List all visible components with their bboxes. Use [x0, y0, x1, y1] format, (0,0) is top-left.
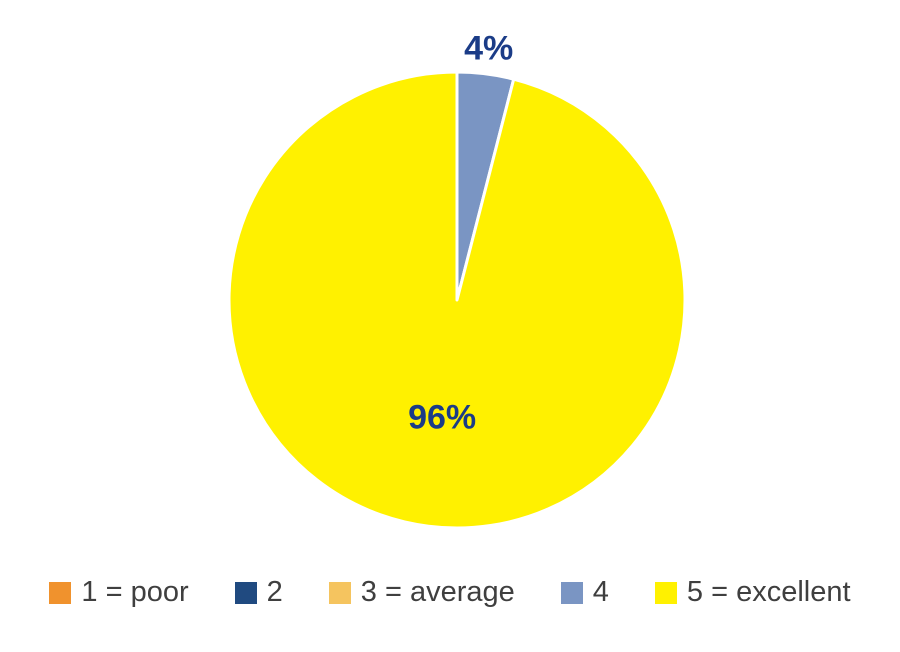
legend-item: 3 = average	[328, 576, 515, 608]
legend-swatch	[328, 581, 351, 604]
legend-label: 1 = poor	[81, 576, 189, 608]
legend-swatch	[560, 581, 583, 604]
legend-item: 1 = poor	[49, 576, 189, 608]
legend-item: 5 = excellent	[654, 576, 851, 608]
pie-chart	[227, 70, 687, 530]
legend-label: 3 = average	[360, 576, 515, 608]
legend-item: 2	[234, 576, 283, 608]
legend-item: 4	[560, 576, 609, 608]
legend-label: 5 = excellent	[686, 576, 851, 608]
data-label-96-percent: 96%	[408, 398, 477, 437]
legend: 1 = poor 2 3 = average 4 5 = excellent	[0, 578, 900, 607]
pie-slice	[227, 70, 687, 530]
legend-swatch	[654, 581, 677, 604]
legend-label: 2	[266, 576, 283, 608]
data-label-4-percent: 4%	[464, 29, 514, 68]
legend-label: 4	[592, 576, 609, 608]
legend-swatch	[234, 581, 257, 604]
legend-swatch	[49, 581, 72, 604]
